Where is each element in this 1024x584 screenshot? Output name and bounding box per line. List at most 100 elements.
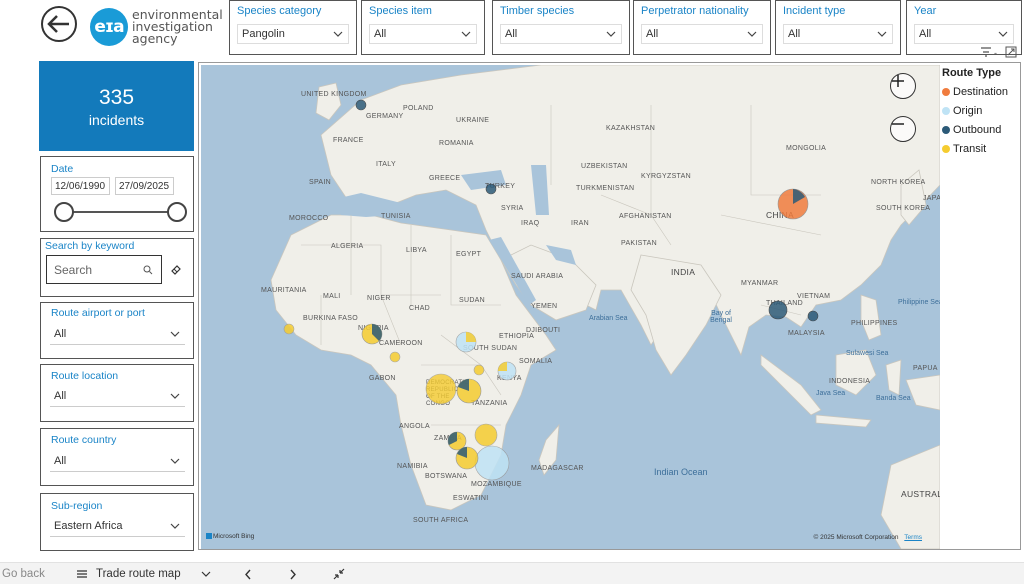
chevron-down-icon (170, 393, 180, 399)
filter-incident-type: Incident type All (775, 0, 901, 55)
map-label-country: ROMANIA (439, 140, 474, 147)
collapse-icon[interactable] (333, 568, 345, 580)
marker-germany[interactable] (355, 99, 367, 111)
map-label-country: KYRGYZSTAN (641, 173, 691, 180)
marker-guinea[interactable] (283, 323, 295, 335)
map-label-sea: Bay of Bengal (710, 310, 732, 324)
java-landmass (815, 414, 872, 428)
marker-south-sudan[interactable] (455, 331, 477, 353)
chevron-down-icon (747, 31, 757, 37)
page-list-icon[interactable] (76, 569, 88, 579)
date-slider-start-handle[interactable] (54, 202, 74, 222)
map-label-country: KAZAKHSTAN (606, 125, 656, 132)
species-category-select[interactable]: Pangolin (237, 24, 349, 44)
map-label-country: NIGER (367, 295, 391, 302)
filter-label: Species item (369, 5, 432, 17)
terms-link[interactable]: Terms (904, 534, 922, 541)
back-button[interactable] (41, 6, 77, 42)
date-slider-end-handle[interactable] (167, 202, 187, 222)
transit-dot-icon (942, 145, 950, 153)
focus-mode-icon[interactable] (1005, 46, 1017, 58)
filter-label: Perpetrator nationality (641, 5, 749, 17)
map-label-country: SOUTH KOREA (876, 205, 931, 212)
marker-uganda[interactable] (473, 364, 485, 376)
bing-attribution: Microsoft Bing (206, 533, 254, 540)
map-label-country: ALGERIA (331, 243, 364, 250)
map-label-country: BURKINA FASO (303, 315, 358, 322)
arrow-left-icon (47, 15, 69, 33)
timber-species-select[interactable]: All (500, 24, 622, 44)
date-slider-track[interactable] (60, 211, 177, 213)
year-select[interactable]: All (914, 24, 1014, 44)
marker-nigeria[interactable] (361, 323, 383, 345)
map-label-country: UNITED KINGDOM (301, 91, 367, 98)
filter-label: Species category (237, 5, 322, 17)
filter-icon[interactable] (981, 47, 991, 57)
chevron-down-icon (998, 31, 1008, 37)
map-canvas[interactable]: POLAND UKRAINE KAZAKHSTAN FRANCE ROMANIA MONG… (201, 65, 940, 549)
start-date-input[interactable]: 12/06/1990 (51, 177, 110, 195)
uk-landmass (315, 82, 342, 121)
next-page-icon[interactable] (289, 569, 297, 580)
marker-tanzania[interactable] (456, 378, 482, 404)
marker-drc[interactable] (425, 373, 457, 405)
marker-thailand[interactable] (768, 300, 788, 320)
eraser-icon[interactable] (170, 263, 182, 275)
select-value: All (788, 28, 801, 40)
eia-logo[interactable]: eɪa environmental investigation agency (90, 8, 223, 46)
map-label-sea: Philippine Sea (898, 299, 940, 306)
perpetrator-nationality-select[interactable]: All (641, 24, 763, 44)
legend-item-destination[interactable]: Destination (942, 86, 1020, 98)
end-date-input[interactable]: 27/09/2025 (115, 177, 174, 195)
route-location-select[interactable]: All (50, 387, 185, 407)
previous-page-icon[interactable] (244, 569, 252, 580)
marker-vietnam[interactable] (807, 310, 819, 322)
page-selector[interactable]: Trade route map (96, 568, 181, 580)
marker-kenya[interactable] (497, 361, 517, 381)
map-label-country: IRAQ (521, 220, 540, 227)
marker-malawi[interactable] (474, 423, 498, 447)
chevron-down-icon (606, 31, 616, 37)
legend-item-outbound[interactable]: Outbound (942, 124, 1020, 136)
map-label-country: UKRAINE (456, 117, 490, 124)
go-back-button[interactable]: Go back (2, 568, 45, 580)
marker-china[interactable] (777, 188, 809, 220)
zoom-out-button[interactable] (890, 116, 916, 142)
subregion-select[interactable]: Eastern Africa (50, 517, 185, 537)
route-airport-select[interactable]: All (50, 325, 185, 345)
incident-type-select[interactable]: All (783, 24, 893, 44)
chevron-down-icon (170, 458, 180, 464)
keyword-search-input[interactable]: Search (46, 255, 162, 284)
route-country-filter: Route country All (40, 428, 194, 486)
map-label-sea: Sulawesi Sea (846, 350, 889, 357)
map-label-country: VIETNAM (797, 293, 831, 300)
map-label-country: SYRIA (501, 205, 524, 212)
marker-turkey[interactable] (485, 183, 497, 195)
marker-cameroon[interactable] (389, 351, 401, 363)
map-label-country: ITALY (376, 161, 396, 168)
route-country-select[interactable]: All (50, 452, 185, 472)
marker-mozambique[interactable] (474, 445, 510, 481)
zoom-in-button[interactable] (890, 73, 916, 99)
species-item-select[interactable]: All (369, 24, 477, 44)
chevron-down-icon[interactable] (201, 571, 211, 578)
marker-zimbabwe[interactable] (455, 446, 479, 470)
legend-item-transit[interactable]: Transit (942, 143, 1020, 155)
map-label-country: FRANCE (333, 137, 364, 144)
map-label-country: MOROCCO (289, 215, 329, 222)
persian-gulf (546, 245, 576, 265)
visual-header-icons: - (981, 46, 1017, 58)
route-location-label: Route location (51, 370, 119, 382)
legend-label: Destination (953, 86, 1009, 98)
filter-year: Year All (906, 0, 1022, 55)
marker-zambia[interactable] (447, 431, 467, 451)
logo-line-2: investigation (132, 19, 213, 34)
select-value: All (505, 28, 518, 40)
logo-line-1: environmental (132, 7, 223, 22)
map-label-country: SAUDI ARABIA (511, 273, 564, 280)
incident-count-label: incidents (88, 112, 145, 128)
legend-item-origin[interactable]: Origin (942, 105, 1020, 117)
select-value: All (54, 328, 67, 340)
map-label-ocean: Indian Ocean (654, 467, 708, 477)
copyright-text: © 2025 Microsoft Corporation (813, 534, 899, 541)
